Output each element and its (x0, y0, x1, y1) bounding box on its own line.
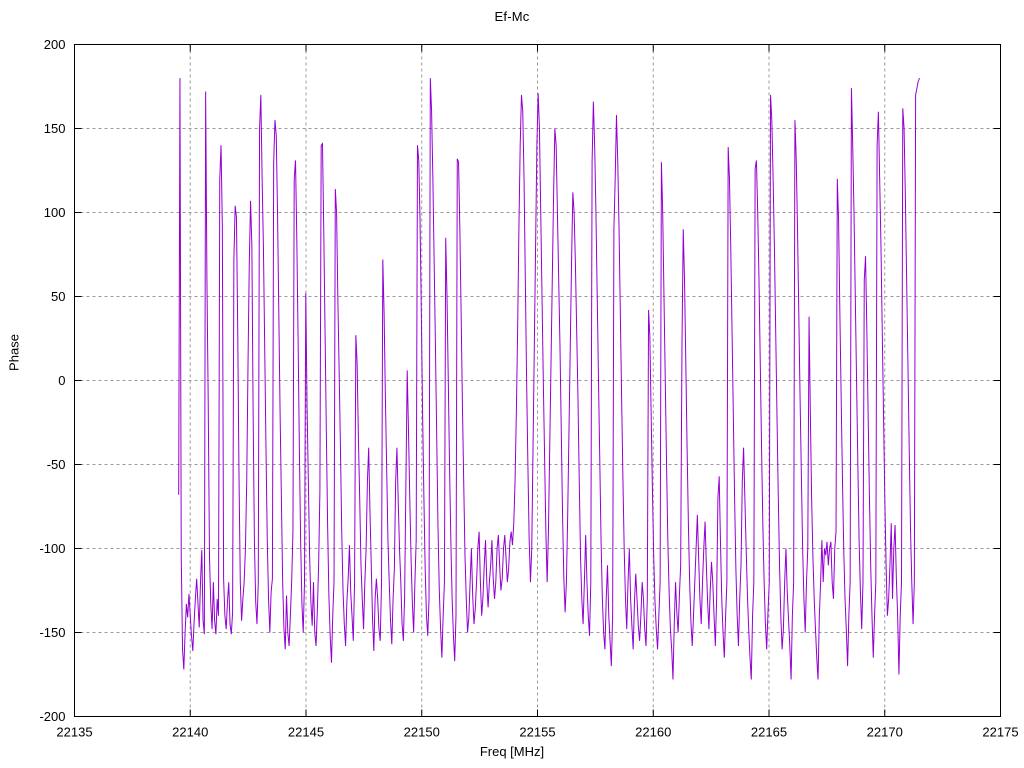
series-line-ef-mc (178, 77, 920, 680)
x-axis-tick-labels: 22135 22140 22145 22150 22155 22160 22165 22170… (56, 725, 1018, 740)
x-tick-label: 22145 (288, 725, 324, 740)
y-tick-label: -150 (39, 625, 65, 640)
y-axis-ticks (74, 44, 1001, 717)
data-series-group (178, 77, 920, 680)
y-tick-label: 200 (44, 37, 66, 52)
y-tick-label: 50 (51, 289, 65, 304)
y-tick-label: -200 (39, 709, 65, 724)
y-axis-label: Phase (6, 334, 22, 371)
y-tick-label: -100 (39, 541, 65, 556)
y-tick-label: 150 (44, 121, 66, 136)
y-tick-label: -50 (47, 457, 66, 472)
x-axis-label: Freq [MHz] (479, 744, 545, 759)
y-tick-label: 0 (58, 373, 65, 388)
x-tick-label: 22155 (519, 725, 555, 740)
y-tick-label: 100 (44, 205, 66, 220)
x-tick-label: 22160 (635, 725, 671, 740)
page-title: Ef-Mc (494, 9, 530, 24)
x-tick-label: 22175 (982, 725, 1018, 740)
x-axis-ticks (74, 44, 1001, 717)
x-tick-label: 22135 (56, 725, 92, 740)
y-axis-tick-labels: -200 -150 -100 -50 0 50 100 150 200 (39, 37, 65, 724)
x-tick-label: 22150 (404, 725, 440, 740)
x-tick-label: 22140 (172, 725, 208, 740)
x-tick-label: 22170 (867, 725, 903, 740)
x-tick-label: 22165 (751, 725, 787, 740)
